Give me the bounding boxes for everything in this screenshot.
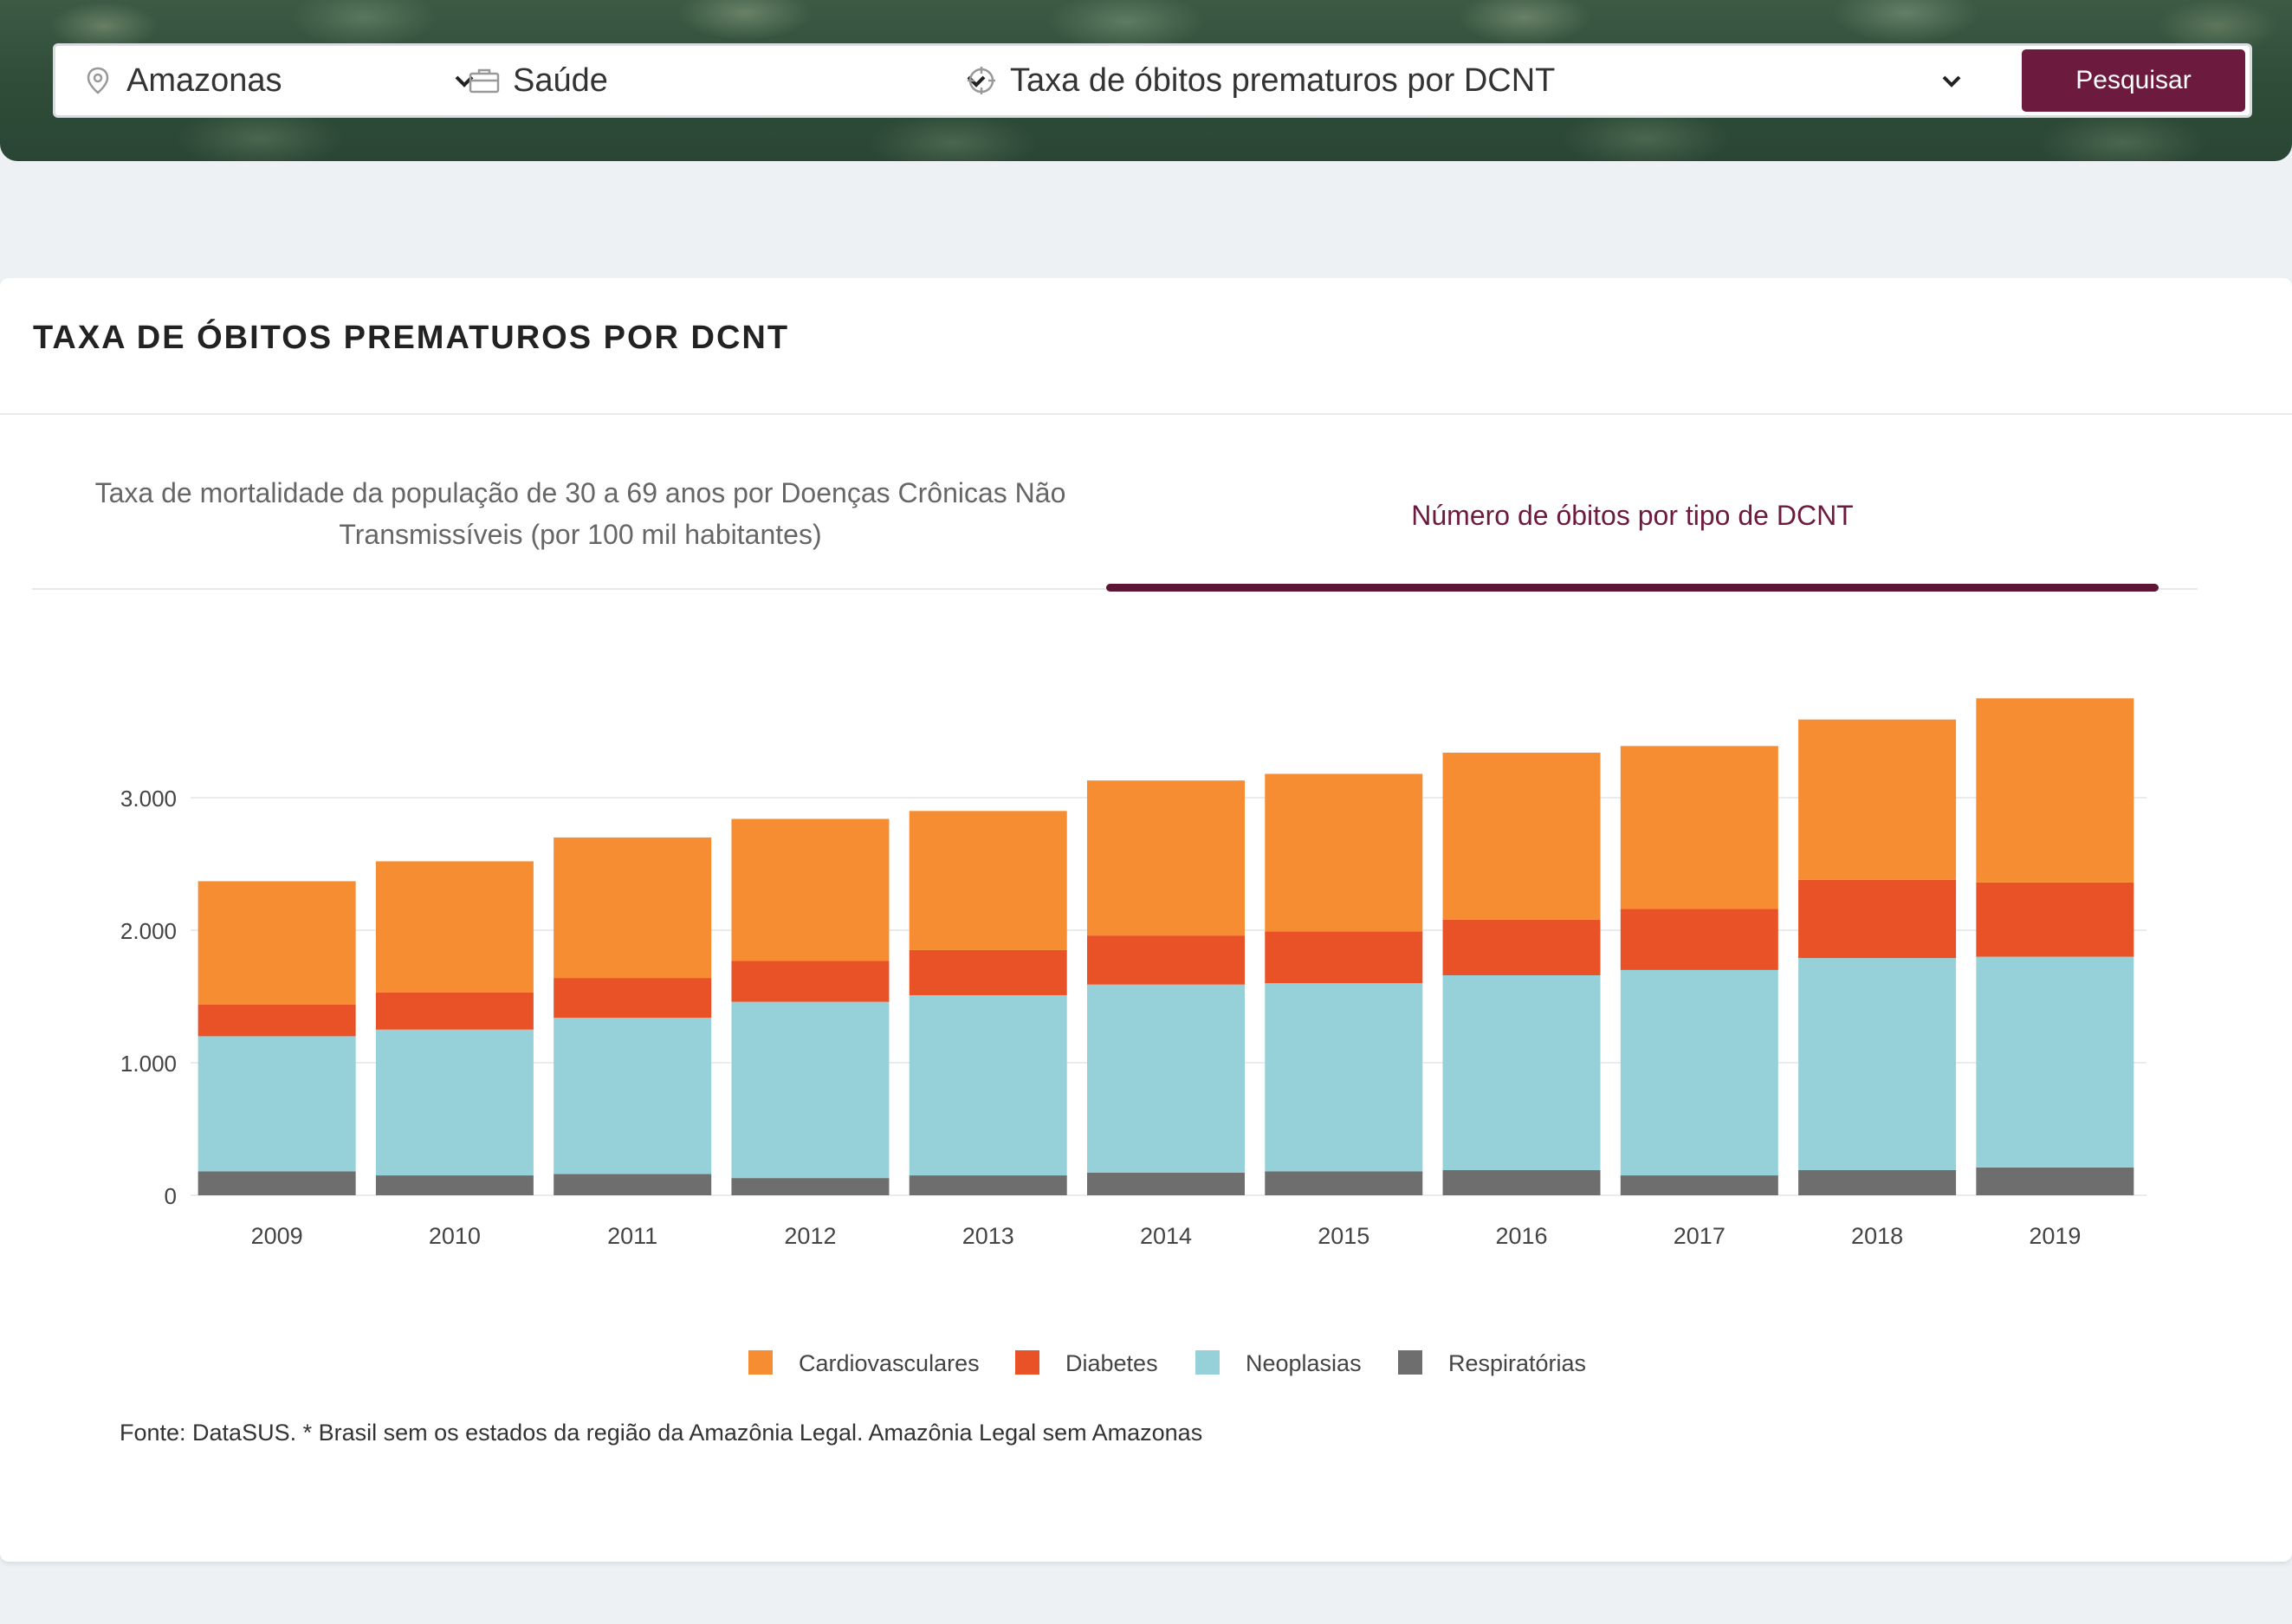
location-select[interactable]: Amazonas bbox=[81, 46, 506, 115]
bar-segment-neoplasias bbox=[909, 994, 1067, 1176]
bar-segment-cardiovasculares bbox=[375, 861, 534, 993]
bar-segment-neoplasias bbox=[554, 1017, 712, 1174]
bar-segment-cardiovasculares bbox=[554, 837, 712, 979]
legend-label: Respiratórias bbox=[1448, 1350, 1586, 1376]
theme-select-value: Saúde bbox=[513, 61, 608, 99]
x-tick-label: 2019 bbox=[2029, 1223, 2081, 1249]
y-tick-label: 1.000 bbox=[120, 1051, 177, 1077]
bar-segment-neoplasias bbox=[1087, 984, 1245, 1173]
bar-segment-respiratórias bbox=[375, 1175, 534, 1195]
theme-select[interactable]: Saúde bbox=[468, 46, 996, 115]
bar-segment-cardiovasculares bbox=[909, 811, 1067, 950]
bar-segment-respiratórias bbox=[1087, 1172, 1245, 1195]
bar-segment-respiratórias bbox=[909, 1175, 1067, 1195]
bar-segment-respiratórias bbox=[1442, 1169, 1601, 1195]
bar-segment-diabetes bbox=[197, 1004, 356, 1037]
y-tick-label: 2.000 bbox=[120, 918, 177, 944]
search-bar: Amazonas Saúde Taxa de óbitos prematuros… bbox=[53, 43, 2252, 118]
indicator-select-value: Taxa de óbitos prematuros por DCNT bbox=[1010, 61, 1556, 99]
briefcase-icon bbox=[468, 64, 501, 97]
bar-segment-cardiovasculares bbox=[1798, 719, 1957, 880]
x-tick-label: 2017 bbox=[1674, 1223, 1725, 1249]
bar-segment-respiratórias bbox=[1265, 1171, 1423, 1195]
y-tick-label: 3.000 bbox=[120, 786, 177, 812]
bar-segment-neoplasias bbox=[1976, 956, 2134, 1168]
card-title: TAXA DE ÓBITOS PREMATUROS POR DCNT bbox=[33, 320, 790, 356]
x-tick-label: 2013 bbox=[962, 1223, 1014, 1249]
legend-swatch bbox=[1015, 1350, 1039, 1375]
bar-segment-diabetes bbox=[1976, 882, 2134, 957]
bar-segment-diabetes bbox=[1442, 919, 1601, 976]
location-select-value: Amazonas bbox=[126, 61, 282, 99]
x-tick-label: 2015 bbox=[1318, 1223, 1369, 1249]
indicator-select[interactable]: Taxa de óbitos prematuros por DCNT bbox=[965, 46, 1987, 115]
bar-segment-neoplasias bbox=[731, 1001, 890, 1179]
bar-segment-cardiovasculares bbox=[197, 881, 356, 1005]
bar-segment-respiratórias bbox=[1620, 1175, 1778, 1195]
bar-segment-cardiovasculares bbox=[1976, 698, 2134, 883]
card-divider bbox=[0, 413, 2292, 415]
active-tab-indicator bbox=[1106, 584, 2159, 592]
bar-segment-diabetes bbox=[731, 961, 890, 1002]
tab-deaths-by-type[interactable]: Número de óbitos por tipo de DCNT bbox=[1411, 500, 1854, 531]
source-footnote: Fonte: DataSUS. * Brasil sem os estados … bbox=[120, 1420, 1203, 1446]
bar-segment-neoplasias bbox=[1620, 969, 1778, 1176]
bar-segment-cardiovasculares bbox=[1620, 746, 1778, 909]
x-tick-label: 2012 bbox=[784, 1223, 836, 1249]
bar-segment-cardiovasculares bbox=[731, 818, 890, 961]
bar-segment-respiratórias bbox=[731, 1178, 890, 1195]
bar-segment-neoplasias bbox=[197, 1036, 356, 1172]
bar-segment-diabetes bbox=[1087, 935, 1245, 985]
x-tick-label: 2009 bbox=[251, 1223, 303, 1249]
bar-segment-diabetes bbox=[375, 992, 534, 1030]
y-tick-label: 0 bbox=[165, 1183, 177, 1209]
legend-label: Cardiovasculares bbox=[799, 1350, 980, 1376]
legend-label: Neoplasias bbox=[1246, 1350, 1362, 1376]
bar-segment-diabetes bbox=[554, 978, 712, 1018]
tab-mortality-rate[interactable]: Taxa de mortalidade da população de 30 a… bbox=[94, 477, 1066, 550]
x-tick-label: 2016 bbox=[1496, 1223, 1548, 1249]
x-tick-label: 2018 bbox=[1851, 1223, 1903, 1249]
stacked-bar-chart: 0 1.000 2.000 3.000 2009 2010 2011 2012 2013 2014… bbox=[120, 698, 2146, 1376]
bar-segment-diabetes bbox=[909, 949, 1067, 995]
legend-swatch bbox=[1398, 1350, 1422, 1375]
bar-segment-cardiovasculares bbox=[1442, 752, 1601, 920]
search-button[interactable]: Pesquisar bbox=[2022, 49, 2245, 112]
chevron-down-icon[interactable] bbox=[1941, 66, 1962, 95]
bar-segment-neoplasias bbox=[375, 1029, 534, 1176]
bar-segment-diabetes bbox=[1620, 909, 1778, 970]
crosshair-icon bbox=[965, 64, 998, 97]
bar-segment-respiratórias bbox=[1798, 1169, 1957, 1195]
location-pin-icon bbox=[81, 64, 114, 97]
bar-segment-neoplasias bbox=[1265, 983, 1423, 1172]
x-tick-label: 2011 bbox=[607, 1223, 657, 1249]
indicator-card: TAXA DE ÓBITOS PREMATUROS POR DCNT Taxa … bbox=[0, 278, 2292, 1562]
x-tick-label: 2014 bbox=[1140, 1223, 1192, 1249]
bar-segment-neoplasias bbox=[1442, 975, 1601, 1170]
legend-swatch bbox=[1195, 1350, 1220, 1375]
bar-segment-respiratórias bbox=[554, 1174, 712, 1195]
bar-segment-neoplasias bbox=[1798, 958, 1957, 1170]
bar-segment-cardiovasculares bbox=[1087, 780, 1245, 936]
bar-segment-diabetes bbox=[1798, 879, 1957, 959]
bar-segment-respiratórias bbox=[197, 1171, 356, 1195]
legend-swatch bbox=[748, 1350, 773, 1375]
bar-segment-diabetes bbox=[1265, 931, 1423, 984]
bar-segment-cardiovasculares bbox=[1265, 773, 1423, 932]
legend-label: Diabetes bbox=[1065, 1350, 1158, 1376]
bar-segment-respiratórias bbox=[1976, 1167, 2134, 1195]
x-tick-label: 2010 bbox=[429, 1223, 481, 1249]
